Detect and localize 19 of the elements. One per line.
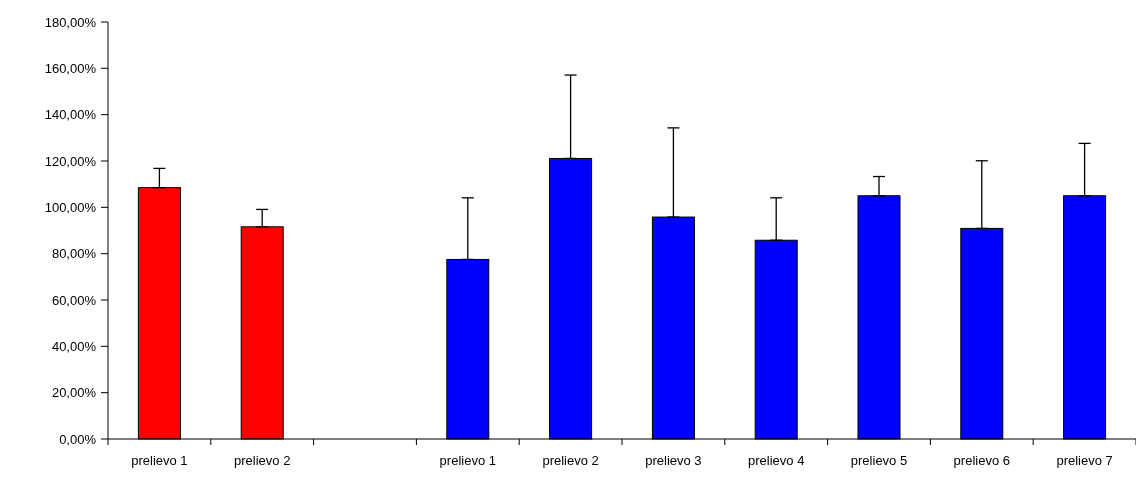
x-tick-label: prelievo 2 — [542, 453, 599, 468]
y-tick-label: 40,00% — [51, 338, 97, 354]
x-tick-label: prelievo 6 — [953, 453, 1010, 468]
x-tick-label: prelievo 5 — [850, 453, 908, 468]
x-tick-label: prelievo 3 — [645, 453, 702, 468]
x-tick-label: prelievo 4 — [748, 453, 805, 468]
y-tick-label: 160,00% — [44, 60, 97, 76]
x-tick-label: prelievo 2 — [234, 453, 291, 468]
y-tick-label: 0,00% — [59, 431, 97, 447]
y-tick-label: 180,00% — [44, 14, 97, 30]
y-tick-label: 20,00% — [51, 385, 97, 401]
y-tick-label: 80,00% — [51, 246, 97, 262]
x-tick-label: prelievo 1 — [131, 453, 188, 468]
x-tick-label: prelievo 7 — [1056, 453, 1113, 468]
y-tick-label: 120,00% — [44, 153, 97, 169]
y-tick-label: 100,00% — [44, 199, 97, 215]
y-tick-label: 140,00% — [44, 107, 97, 123]
y-tick-label: 60,00% — [51, 292, 97, 308]
x-tick-label: prelievo 1 — [439, 453, 496, 468]
